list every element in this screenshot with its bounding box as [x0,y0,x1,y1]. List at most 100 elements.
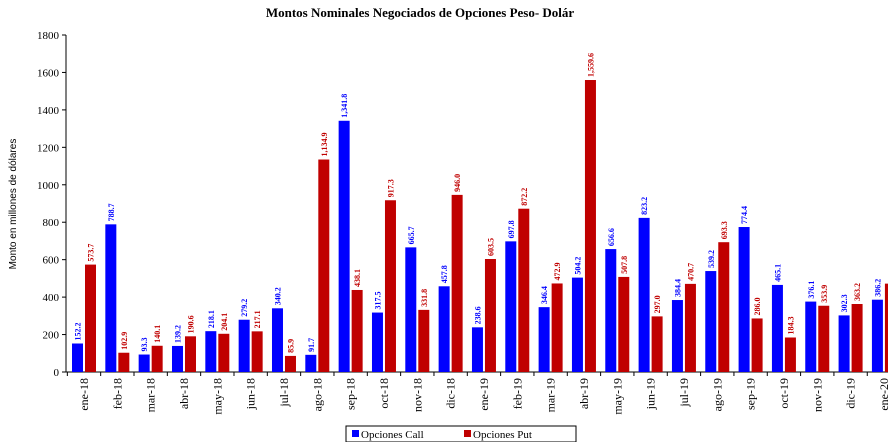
value-label: 386.2 [873,279,882,297]
x-tick-label: ago-18 [310,378,324,411]
value-label: 331.8 [420,289,429,307]
value-label: 317.5 [373,292,382,310]
value-label: 539.2 [707,250,716,268]
bar [671,300,683,372]
value-label: 693.3 [720,221,729,239]
x-tick-label: abr-19 [577,378,591,409]
value-label: 823.2 [640,197,649,215]
value-label: 93.3 [140,338,149,352]
x-tick-label: jul-19 [677,378,691,408]
value-label: 297.0 [653,295,662,313]
y-tick-label: 1400 [37,105,60,117]
bar [871,299,883,372]
value-label: 102.9 [120,332,129,350]
value-label: 190.6 [186,315,195,333]
bar [338,120,350,373]
bar [284,355,296,372]
value-label: 152.2 [74,323,83,341]
bar [738,227,750,372]
bar [405,247,417,372]
bar [518,208,530,372]
bar [471,327,483,372]
x-tick-label: nov-18 [410,378,424,412]
legend-label: Opciones Put [473,429,532,441]
value-label: 573.7 [87,244,96,262]
bar [718,242,730,372]
value-label: 457.8 [440,265,449,283]
bar [271,308,283,372]
bar [351,289,363,372]
value-label: 204.1 [220,313,229,331]
bar [118,352,130,372]
value-label: 438.1 [353,269,362,287]
bar [851,304,863,372]
x-tick-label: mar-18 [144,378,158,412]
value-label: 465.1 [773,264,782,282]
bar [238,319,250,372]
x-tick-label: oct-18 [377,378,391,409]
bar [818,305,830,372]
value-label: 218.1 [207,310,216,328]
bar [371,312,383,372]
legend: Opciones Call Opciones Put [345,425,577,442]
value-label: 139.2 [173,325,182,343]
value-label: 1,559.6 [586,53,595,77]
x-tick-label: dic-19 [844,378,858,409]
value-label: 85.9 [286,339,295,353]
bar [838,315,850,372]
x-tick-label: ene-20 [877,378,888,411]
x-tick-label: abr-18 [177,378,191,409]
value-label: 353.9 [820,285,829,303]
value-label: 603.5 [486,238,495,256]
bar [305,354,317,372]
value-label: 1,341.8 [340,94,349,118]
x-tick-label: sep-18 [344,378,358,410]
y-tick-label: 400 [43,292,60,304]
legend-swatch [464,430,471,437]
value-label: 697.8 [507,220,516,238]
x-tick-label: may-19 [610,378,624,415]
bar [651,316,663,372]
x-tick-label: mar-19 [544,378,558,412]
y-tick-label: 0 [54,367,60,379]
x-tick-label: sep-19 [744,378,758,410]
value-label: 346.4 [540,286,549,304]
bar [72,343,83,372]
bar [538,307,550,372]
value-label: 470.7 [686,263,695,281]
y-axis-label: Monto en millones de dólares [8,139,19,270]
legend-box [345,425,577,442]
legend-swatch [352,430,359,437]
value-label: 1,134.9 [320,133,329,157]
value-label: 946.0 [453,174,462,192]
bar [85,264,96,372]
y-tick-label: 1600 [37,67,60,79]
value-label: 217.1 [253,310,262,328]
value-label: 363.2 [853,283,862,301]
value-label: 472.0 [886,263,888,281]
value-label: 788.7 [107,203,116,221]
x-tick-label: jun-18 [244,378,258,410]
bar [205,331,217,372]
x-tick-label: feb-18 [110,378,124,409]
bar [684,283,696,372]
bar [771,284,783,372]
bar [605,249,617,372]
bar [805,301,817,372]
x-tick-label: jul-18 [277,378,291,408]
y-tick-label: 1000 [37,180,60,192]
value-label: 376.1 [807,281,816,299]
y-tick-label: 1800 [37,30,60,42]
bar [138,354,150,372]
value-label: 286.0 [753,297,762,315]
value-label: 184.3 [786,316,795,334]
value-label: 384.4 [673,279,682,297]
bar [318,159,330,372]
bar [451,194,463,372]
bar [551,283,563,372]
legend-label: Opciones Call [361,429,424,441]
chart-title: Montos Nominales Negociados de Opciones … [266,5,575,20]
value-label: 238.6 [473,306,482,324]
y-tick-label: 1200 [37,142,60,154]
